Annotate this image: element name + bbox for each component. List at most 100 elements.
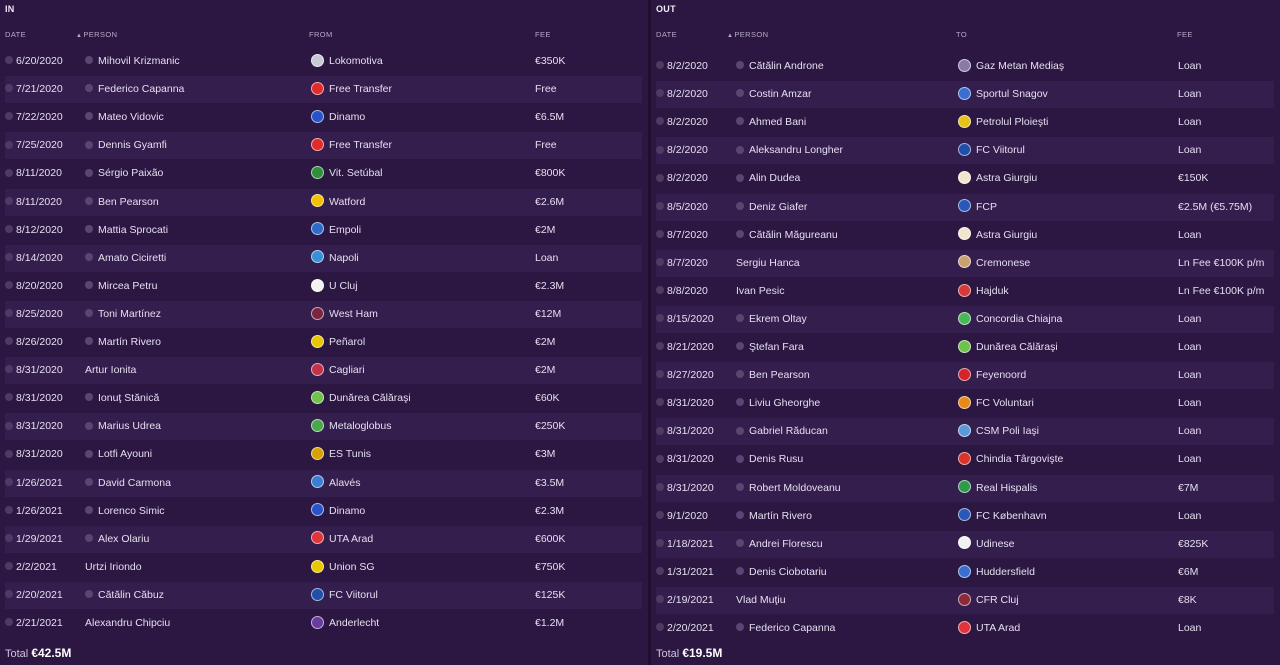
person-name[interactable]: Ivan Pesic bbox=[736, 284, 785, 297]
club-name[interactable]: Metaloglobus bbox=[329, 420, 392, 433]
club-cell[interactable]: Huddersfield bbox=[958, 559, 1035, 586]
table-row[interactable]: 8/11/2020 Ben Pearson Watford €2.6M bbox=[5, 188, 642, 216]
club-name[interactable]: U Cluj bbox=[329, 279, 358, 292]
table-row[interactable]: 8/8/2020 Ivan Pesic Hajduk Ln Fee €100K p/m bbox=[656, 278, 1274, 305]
person-name[interactable]: Aleksandru Longher bbox=[749, 144, 843, 157]
person-name[interactable]: Ben Pearson bbox=[98, 195, 159, 208]
club-name[interactable]: FCP bbox=[976, 200, 997, 213]
club-cell[interactable]: U Cluj bbox=[311, 273, 358, 300]
club-cell[interactable]: Napoli bbox=[311, 245, 359, 272]
person-cell[interactable]: Ştefan Fara bbox=[736, 334, 804, 361]
table-row[interactable]: 6/20/2020 Mihovil Krizmanic Lokomotiva €350… bbox=[5, 48, 642, 75]
table-row[interactable]: 9/1/2020 Martín Rivero FC København Loan bbox=[656, 503, 1274, 530]
person-name[interactable]: Costin Amzar bbox=[749, 88, 812, 101]
table-row[interactable]: 8/2/2020 Costin Amzar Sportul Snagov Loan bbox=[656, 81, 1274, 109]
person-cell[interactable]: Martín Rivero bbox=[736, 503, 812, 530]
person-cell[interactable]: Denis Rusu bbox=[736, 446, 803, 473]
club-name[interactable]: Union SG bbox=[329, 560, 375, 573]
club-cell[interactable]: Hajduk bbox=[958, 278, 1009, 305]
person-name[interactable]: Cătălin Căbuz bbox=[98, 588, 164, 601]
club-name[interactable]: Empoli bbox=[329, 223, 362, 236]
club-cell[interactable]: Dunărea Călăraşi bbox=[958, 334, 1058, 361]
person-cell[interactable]: Costin Amzar bbox=[736, 81, 811, 108]
person-name[interactable]: Marius Udrea bbox=[98, 420, 162, 433]
table-row[interactable]: 8/31/2020 Artur Ionita Cagliari €2M bbox=[5, 357, 642, 385]
club-name[interactable]: Astra Giurgiu bbox=[976, 172, 1038, 185]
table-row[interactable]: 7/21/2020 Federico Capanna Free Transfer Fr… bbox=[5, 76, 642, 104]
table-row[interactable]: 7/22/2020 Mateo Vidovic Dinamo €6.5M bbox=[5, 104, 642, 131]
club-cell[interactable]: Feyenoord bbox=[958, 362, 1026, 389]
table-row[interactable]: 8/7/2020 Sergiu Hanca Cremonese Ln Fee €100… bbox=[656, 249, 1274, 277]
club-cell[interactable]: Astra Giurgiu bbox=[958, 165, 1037, 192]
table-row[interactable]: 8/27/2020 Ben Pearson Feyenoord Loan bbox=[656, 362, 1274, 390]
person-cell[interactable]: Gabriel Răducan bbox=[736, 418, 828, 445]
column-header-from[interactable]: FROM bbox=[309, 30, 333, 39]
club-cell[interactable]: UTA Arad bbox=[311, 526, 373, 553]
club-name[interactable]: Vit. Setúbal bbox=[329, 167, 383, 180]
club-name[interactable]: Lokomotiva bbox=[329, 55, 383, 67]
person-name[interactable]: Dennis Gyamfi bbox=[98, 139, 167, 152]
club-name[interactable]: UTA Arad bbox=[329, 532, 374, 545]
person-cell[interactable]: Toni Martínez bbox=[85, 301, 161, 328]
column-header-fee[interactable]: FEE bbox=[1177, 30, 1193, 39]
club-cell[interactable]: West Ham bbox=[311, 301, 378, 328]
person-name[interactable]: Deniz Giafer bbox=[749, 200, 808, 213]
club-name[interactable]: FC København bbox=[976, 509, 1047, 522]
person-name[interactable]: Toni Martínez bbox=[98, 307, 162, 320]
person-name[interactable]: Lorenco Simic bbox=[98, 504, 165, 517]
person-cell[interactable]: Ionuţ Stănică bbox=[85, 385, 159, 412]
person-cell[interactable]: Ekrem Oltay bbox=[736, 306, 807, 333]
club-cell[interactable]: Free Transfer bbox=[311, 132, 392, 159]
column-header-person[interactable]: ▲PERSON bbox=[727, 30, 768, 39]
person-cell[interactable]: Mihovil Krizmanic bbox=[85, 48, 180, 75]
club-name[interactable]: Feyenoord bbox=[976, 369, 1027, 382]
table-row[interactable]: 8/14/2020 Amato Ciciretti Napoli Loan bbox=[5, 244, 642, 272]
table-row[interactable]: 8/2/2020 Cătălin Androne Gaz Metan Mediaş L… bbox=[656, 53, 1274, 80]
table-row[interactable]: 1/26/2021 David Carmona Alavés €3.5M bbox=[5, 469, 642, 497]
club-cell[interactable]: FC Viitorul bbox=[311, 582, 378, 609]
person-cell[interactable]: Mircea Petru bbox=[85, 273, 158, 300]
club-name[interactable]: Hajduk bbox=[976, 284, 1009, 297]
column-header-date[interactable]: DATE bbox=[5, 30, 27, 39]
club-cell[interactable]: Concordia Chiajna bbox=[958, 306, 1062, 333]
club-name[interactable]: ES Tunis bbox=[329, 448, 372, 461]
person-name[interactable]: Mateo Vidovic bbox=[98, 111, 164, 124]
club-name[interactable]: Cremonese bbox=[976, 256, 1031, 269]
club-name[interactable]: FC Viitorul bbox=[976, 144, 1025, 157]
club-cell[interactable]: CSM Poli Iaşi bbox=[958, 418, 1039, 445]
person-name[interactable]: Ekrem Oltay bbox=[749, 312, 807, 325]
club-cell[interactable]: ES Tunis bbox=[311, 441, 371, 468]
club-cell[interactable]: Free Transfer bbox=[311, 76, 392, 103]
club-name[interactable]: Chindia Târgovişte bbox=[976, 453, 1064, 466]
club-name[interactable]: UTA Arad bbox=[976, 622, 1021, 634]
club-name[interactable]: Udinese bbox=[976, 537, 1015, 550]
table-row[interactable]: 8/31/2020 Lotfi Ayouni ES Tunis €3M bbox=[5, 441, 642, 468]
club-name[interactable]: Free Transfer bbox=[329, 139, 393, 152]
person-name[interactable]: Denis Ciobotariu bbox=[749, 565, 827, 578]
club-cell[interactable]: Union SG bbox=[311, 554, 375, 581]
club-cell[interactable]: Metaloglobus bbox=[311, 413, 391, 440]
person-name[interactable]: Sergiu Hanca bbox=[736, 256, 800, 269]
club-name[interactable]: Alavés bbox=[329, 476, 361, 489]
person-name[interactable]: Lotfi Ayouni bbox=[98, 448, 153, 461]
column-header-person[interactable]: ▲PERSON bbox=[76, 30, 117, 39]
club-name[interactable]: Real Hispalis bbox=[976, 481, 1038, 494]
person-name[interactable]: Federico Capanna bbox=[749, 622, 836, 634]
person-name[interactable]: Vlad Muţiu bbox=[736, 593, 786, 606]
table-row[interactable]: 2/20/2021 Federico Capanna UTA Arad Loan bbox=[656, 615, 1274, 642]
club-cell[interactable]: Chindia Târgovişte bbox=[958, 446, 1063, 473]
person-name[interactable]: Martín Rivero bbox=[749, 509, 813, 522]
person-cell[interactable]: Sergiu Hanca bbox=[736, 250, 800, 277]
club-cell[interactable]: FC Voluntari bbox=[958, 390, 1034, 417]
table-row[interactable]: 1/18/2021 Andrei Florescu Udinese €825K bbox=[656, 530, 1274, 558]
table-row[interactable]: 8/26/2020 Martín Rivero Peñarol €2M bbox=[5, 329, 642, 356]
person-name[interactable]: Ionuţ Stănică bbox=[98, 392, 160, 405]
person-name[interactable]: David Carmona bbox=[98, 476, 171, 489]
club-cell[interactable]: Cremonese bbox=[958, 250, 1030, 277]
club-cell[interactable]: Peñarol bbox=[311, 329, 365, 356]
club-name[interactable]: CFR Cluj bbox=[976, 593, 1019, 606]
table-row[interactable]: 8/5/2020 Deniz Giafer FCP €2.5M (€5.75M) bbox=[656, 193, 1274, 221]
person-cell[interactable]: Lorenco Simic bbox=[85, 498, 165, 525]
table-row[interactable]: 8/31/2020 Robert Moldoveanu Real Hispalis €… bbox=[656, 474, 1274, 502]
table-row[interactable]: 8/21/2020 Ştefan Fara Dunărea Călăraşi Loan bbox=[656, 334, 1274, 361]
